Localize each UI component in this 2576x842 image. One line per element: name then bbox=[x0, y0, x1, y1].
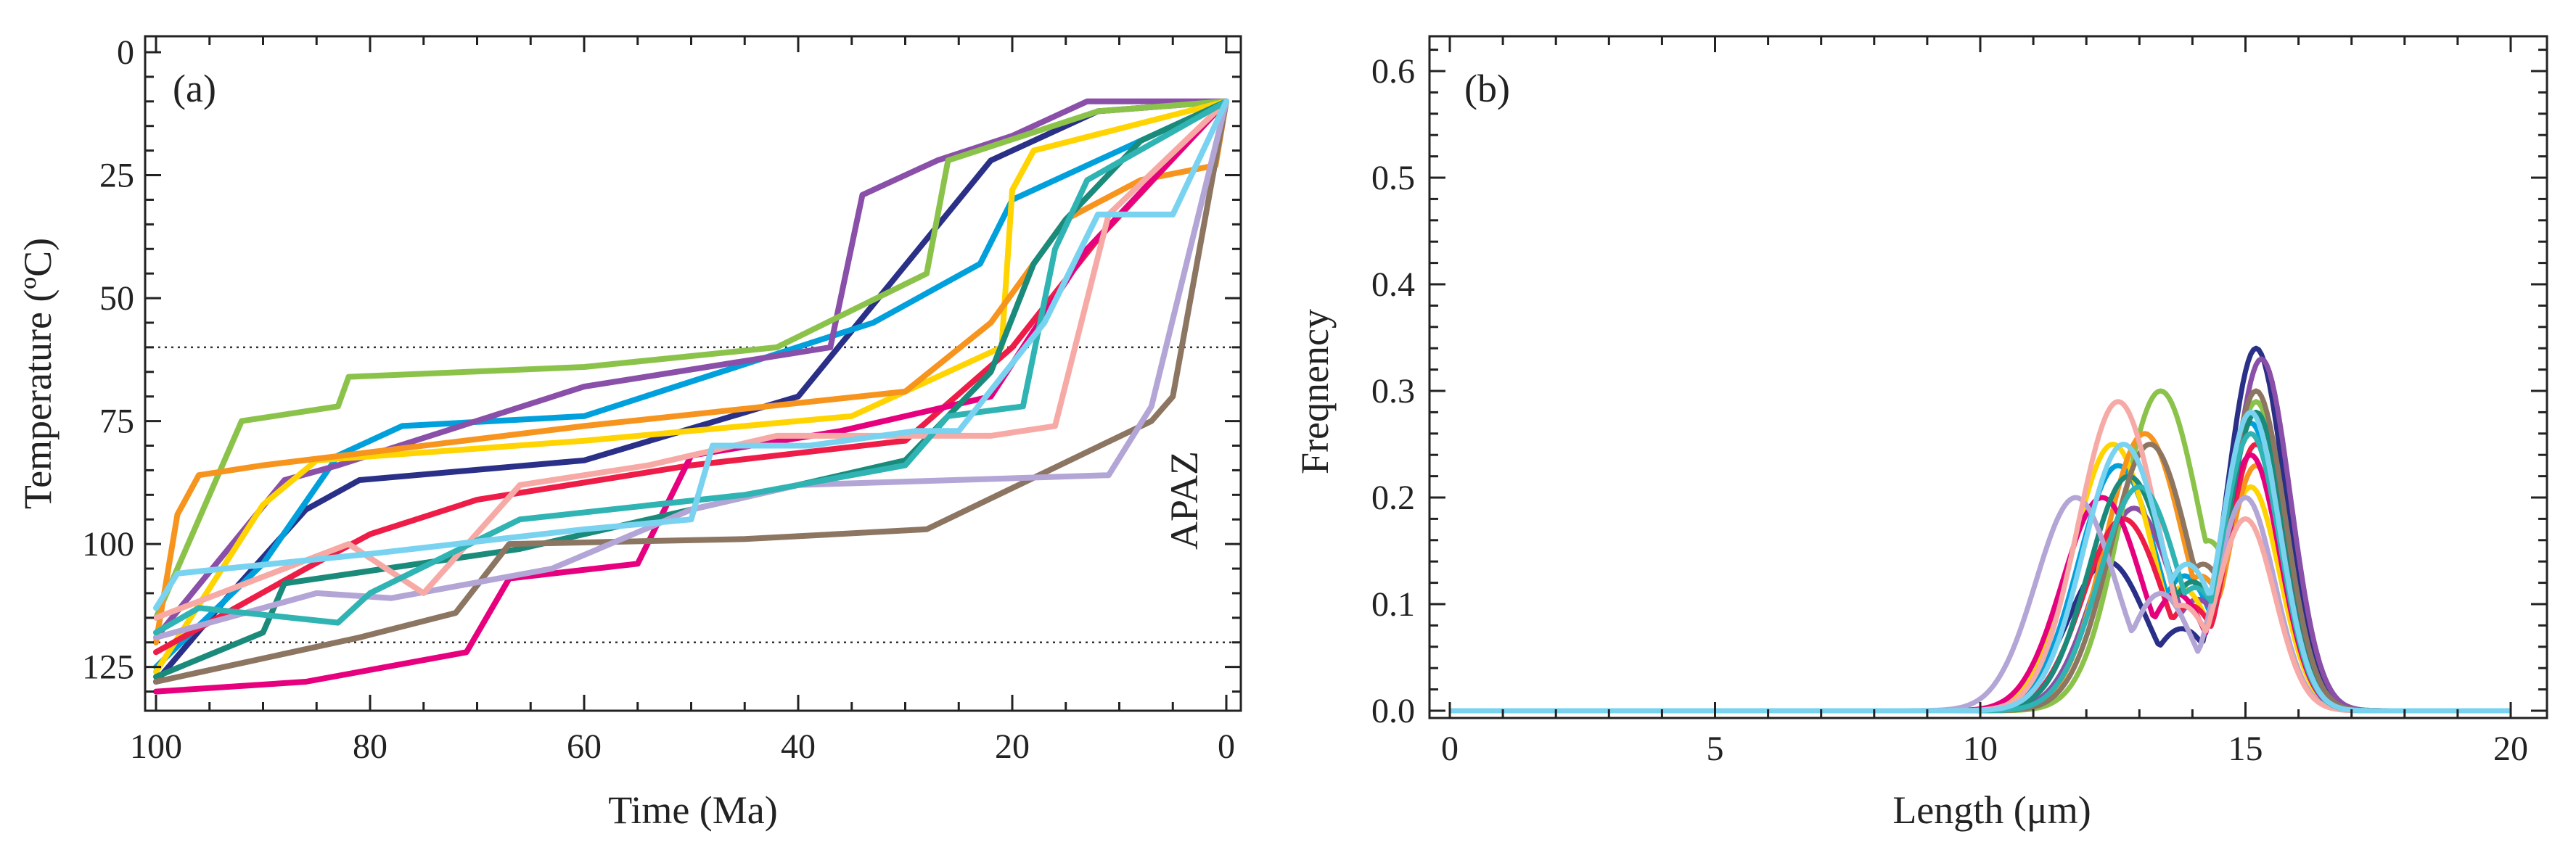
panel-b-ytick-label: 0.3 bbox=[1371, 372, 1415, 410]
panel-a-ytick-label: 0 bbox=[117, 33, 134, 72]
panel-b-dist-14 bbox=[1450, 409, 2511, 714]
panel-a-ytick-label: 50 bbox=[99, 279, 134, 318]
panel-b-xtick-label: 0 bbox=[1441, 730, 1459, 768]
panel-a-ytick-label: 100 bbox=[82, 525, 134, 564]
panel-b-dist-11 bbox=[1450, 495, 2511, 714]
panel-a-label: (a) bbox=[173, 67, 216, 110]
panel-b-ytick-label: 0.4 bbox=[1371, 265, 1415, 304]
panel-b-dist-13 bbox=[1450, 431, 2511, 714]
panel-a-path-14 bbox=[153, 98, 1229, 611]
panel-a-path-13 bbox=[153, 98, 1229, 636]
panel-b-dist-8 bbox=[1450, 452, 2511, 714]
panel-b-xtick-label: 15 bbox=[2228, 730, 2263, 768]
panel-b-ytick-label: 0.6 bbox=[1371, 52, 1415, 91]
panel-b-dist-2 bbox=[1450, 420, 2511, 714]
panel-a-series bbox=[153, 98, 1229, 695]
panel-b-dist-5 bbox=[1450, 442, 2511, 714]
panel-a-xlabel: Time (Ma) bbox=[608, 788, 778, 832]
panel-a-ytick-label: 25 bbox=[99, 157, 134, 195]
panel-b-series bbox=[1450, 345, 2511, 714]
panel-a-path-8 bbox=[153, 98, 1229, 695]
panel-a-path-10 bbox=[153, 98, 1229, 685]
panel-a-annotation: APAZ bbox=[1162, 451, 1206, 550]
panel-b-dist-10 bbox=[1450, 388, 2511, 714]
panel-a-xtick-label: 0 bbox=[1218, 727, 1235, 766]
panel-b-label: (b) bbox=[1464, 67, 1510, 110]
panel-b-ytick-label: 0.1 bbox=[1371, 585, 1415, 624]
panel-b-ytick-label: 0.0 bbox=[1371, 692, 1415, 730]
panel-a-ticks: 100 80 60 40 20 0 0 25 50 75 100 125 bbox=[82, 33, 1241, 766]
panel-a-time-temperature: 100 80 60 40 20 0 0 25 50 75 100 125 (a) APAZ Time … bbox=[16, 33, 1242, 832]
panel-b-dist-4 bbox=[1450, 388, 2511, 714]
panel-a-path-5 bbox=[153, 98, 1229, 675]
panel-a-xtick-label: 80 bbox=[353, 727, 387, 766]
panel-a-ytick-label: 75 bbox=[99, 403, 134, 441]
panel-b-xlabel: Length (μm) bbox=[1892, 788, 2091, 832]
panel-b-xtick-label: 5 bbox=[1707, 730, 1724, 768]
panel-a-xtick-label: 60 bbox=[567, 727, 602, 766]
panel-a-xtick-label: 20 bbox=[995, 727, 1030, 766]
panel-a-path-2 bbox=[153, 98, 1229, 670]
panel-b-xtick-label: 10 bbox=[1963, 730, 1998, 768]
panel-a-ylabel: Temperature (ºC) bbox=[16, 238, 60, 509]
panel-b-dist-3 bbox=[1450, 356, 2511, 714]
panel-b-length-frequency: 0 5 10 15 20 0.0 0.1 0.2 0.3 0.4 0.5 0.6 (b) Length… bbox=[1293, 35, 2548, 832]
panel-b-dist-9 bbox=[1450, 409, 2511, 714]
panel-a-path-4 bbox=[153, 98, 1229, 621]
panel-a-xtick-label: 40 bbox=[781, 727, 816, 766]
panel-b-dist-12 bbox=[1450, 399, 2511, 714]
panel-a-path-6 bbox=[153, 98, 1229, 645]
panel-a-ytick-label: 125 bbox=[82, 648, 134, 687]
panel-b-dist-6 bbox=[1450, 431, 2511, 714]
panel-a-xtick-label: 100 bbox=[130, 727, 182, 766]
panel-b-dist-7 bbox=[1450, 442, 2511, 714]
panel-b-dist-1 bbox=[1450, 345, 2511, 714]
panel-b-ticks: 0 5 10 15 20 0.0 0.1 0.2 0.3 0.4 0.5 0.6 bbox=[1371, 36, 2547, 768]
panel-b-ylabel: Freqnency bbox=[1293, 309, 1337, 474]
panel-a-plot-frame bbox=[144, 35, 1242, 712]
panel-b-ytick-label: 0.5 bbox=[1371, 159, 1415, 197]
panel-a-path-3 bbox=[153, 98, 1229, 640]
panel-b-xtick-label: 20 bbox=[2493, 730, 2528, 768]
panel-b-ytick-label: 0.2 bbox=[1371, 479, 1415, 517]
panel-b-plot-frame bbox=[1428, 35, 2548, 719]
